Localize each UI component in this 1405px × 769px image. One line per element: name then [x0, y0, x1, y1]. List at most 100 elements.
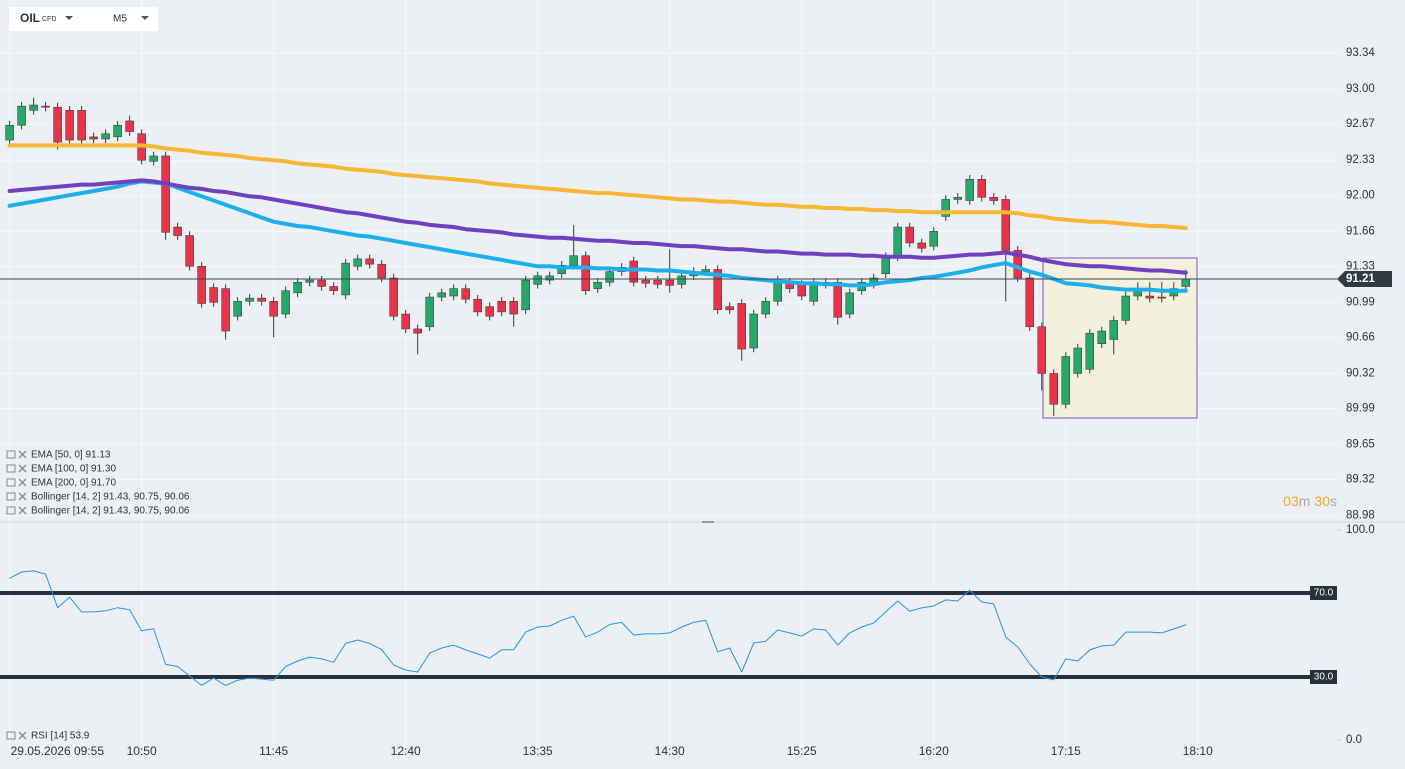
candle-body: [581, 255, 590, 291]
legend-remove-icon: [18, 464, 27, 473]
candle-body: [881, 256, 890, 274]
candle-body: [293, 281, 302, 294]
indicator-line: [7, 143, 1188, 231]
candle-body: [569, 255, 578, 266]
candle-body: [725, 306, 734, 311]
countdown-unit: m: [1299, 493, 1311, 509]
y-tick-label: 88.98: [1346, 510, 1375, 522]
y-tick-label: 90.99: [1346, 296, 1375, 308]
x-tick-label: 14:30: [655, 744, 685, 758]
candle-body: [893, 226, 902, 258]
candle-body: [497, 301, 506, 313]
last-price-tag: [1337, 271, 1392, 288]
candle-body: [413, 328, 422, 334]
candle-body: [317, 279, 326, 287]
x-tick-label: 16:20: [919, 744, 949, 758]
candle-body: [281, 290, 290, 315]
x-tick-label: 17:15: [1051, 744, 1081, 758]
countdown-minutes: 03: [1283, 493, 1299, 509]
candle-body: [461, 288, 470, 300]
candle-body: [389, 277, 398, 317]
candle-body: [89, 136, 98, 140]
y-tick-label: 90.32: [1346, 367, 1375, 379]
indicator-line: [7, 178, 1188, 275]
candle-body: [509, 301, 518, 315]
candle-body: [257, 297, 266, 302]
y-tick-label: 89.99: [1346, 403, 1375, 415]
candle-body: [17, 105, 26, 126]
x-tick-label: 11:45: [259, 744, 288, 758]
timeframe: M5: [113, 14, 127, 25]
candle-body: [737, 303, 746, 350]
legend-entry: EMA [50, 0] 91.13: [31, 450, 111, 461]
legend-settings-icon: [6, 731, 16, 740]
candle-body: [677, 275, 686, 285]
candle-body: [989, 197, 998, 201]
countdown-seconds: 30: [1314, 493, 1330, 509]
candle-body: [605, 271, 614, 283]
candle-body: [845, 292, 854, 315]
candle-body: [485, 306, 494, 317]
candle-body: [473, 298, 482, 313]
legend-entry: Bollinger [14, 2] 91.43, 90.75, 90.06: [31, 492, 190, 503]
selector-box: [9, 7, 158, 31]
countdown-unit: s: [1330, 493, 1337, 509]
candle-body: [1097, 330, 1107, 345]
legend-remove-icon: [18, 492, 27, 501]
y-tick-label: 0.0: [1346, 734, 1362, 746]
x-tick-label: 12:40: [391, 744, 421, 758]
candle-body: [665, 279, 674, 286]
candle-body: [125, 120, 134, 132]
symbol: OIL: [20, 11, 40, 25]
candle-body: [1109, 320, 1119, 340]
candle-body: [149, 155, 158, 162]
candle-body: [905, 226, 914, 244]
candle-body: [1025, 277, 1035, 328]
indicator-line: [7, 179, 1188, 293]
legend-settings-icon: [6, 450, 16, 459]
x-tick-label: 15:25: [787, 744, 817, 758]
instrument-selector[interactable]: OIL CFD M5: [9, 7, 158, 31]
level-label: 30.0: [1314, 672, 1334, 683]
candle-body: [185, 235, 194, 267]
candle-body: [425, 296, 434, 328]
level-tag: [1310, 585, 1337, 600]
symbol-tag: CFD: [42, 16, 56, 23]
candle-body: [701, 269, 710, 272]
legend-settings-icon: [6, 506, 16, 515]
y-tick-label: 89.65: [1346, 439, 1375, 451]
candle-body: [1085, 332, 1095, 370]
level-label: 70.0: [1314, 588, 1334, 599]
candle-body: [29, 104, 38, 111]
legend-settings-icon: [6, 464, 16, 473]
candle-countdown: 03m 30s: [1283, 493, 1337, 509]
dropdown-arrow[interactable]: [65, 16, 73, 20]
legend-remove-icon: [18, 506, 27, 515]
candle-body: [161, 155, 170, 233]
candle-body: [5, 124, 14, 141]
candle-body: [1037, 326, 1047, 374]
candle-body: [377, 263, 386, 279]
candle-body: [1061, 356, 1071, 405]
candle-body: [833, 281, 842, 318]
y-tick-label: 92.00: [1346, 189, 1375, 201]
candle-body: [545, 275, 554, 281]
y-tick-label: 93.00: [1346, 83, 1375, 95]
legend-entry: RSI [14] 53.9: [31, 731, 90, 742]
candle-body: [209, 287, 218, 303]
candle-body: [1049, 373, 1059, 405]
candle-body: [221, 288, 230, 332]
legend-settings-icon: [6, 478, 16, 487]
candle-body: [353, 258, 362, 267]
legend-settings-icon: [6, 492, 16, 501]
y-tick-label: 100.0: [1346, 524, 1375, 536]
x-tick-label: 10:50: [127, 744, 157, 758]
dropdown-arrow[interactable]: [141, 16, 149, 20]
candle-body: [713, 269, 722, 311]
y-tick-label: 91.66: [1346, 225, 1375, 237]
candle-body: [641, 279, 650, 284]
y-tick-label: 92.67: [1346, 118, 1375, 130]
candle-body: [929, 231, 938, 247]
legend-remove-icon: [18, 478, 27, 487]
